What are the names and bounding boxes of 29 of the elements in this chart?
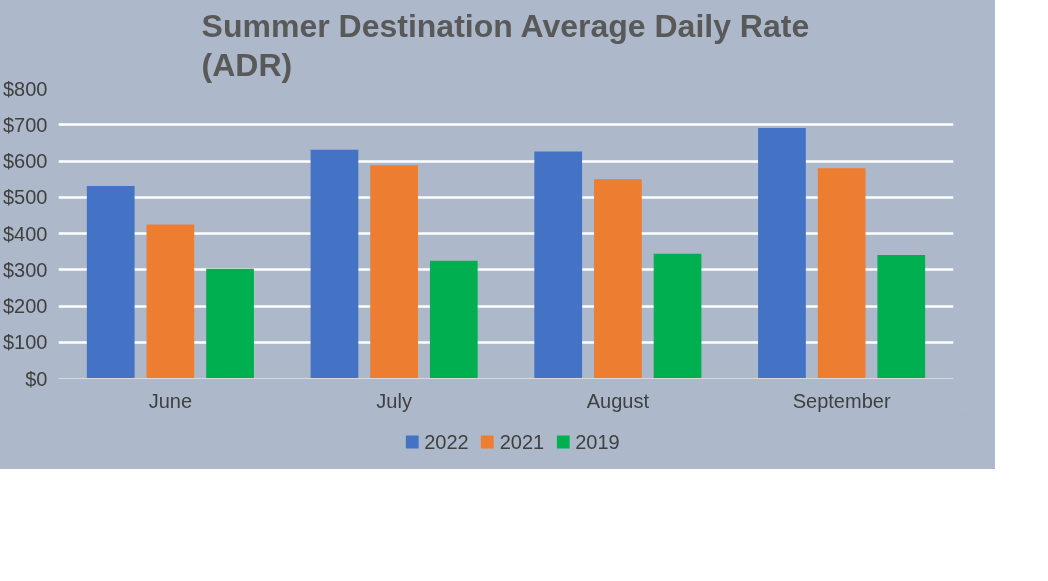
x-tick-label: August <box>586 389 650 412</box>
legend-label: 2019 <box>575 430 620 453</box>
bar <box>758 128 806 379</box>
y-tick-label: $800 <box>3 77 48 100</box>
bar <box>817 168 866 379</box>
y-tick-label: $600 <box>3 150 48 172</box>
bar <box>594 179 642 379</box>
y-tick-label: $500 <box>3 186 48 209</box>
bar <box>370 165 418 379</box>
bar <box>877 254 926 379</box>
y-tick-label: $100 <box>3 331 48 354</box>
x-tick-label: September <box>792 389 891 412</box>
legend-label: 2022 <box>424 430 469 453</box>
y-tick-label: $700 <box>3 113 48 136</box>
bar <box>534 151 583 379</box>
bar <box>310 149 359 379</box>
bar <box>86 186 135 379</box>
chart-title: Summer Destination Average Daily Rate (ADR) <box>201 7 810 84</box>
bar <box>146 224 195 379</box>
x-tick-label: July <box>376 389 412 412</box>
x-tick-label: June <box>148 389 193 412</box>
bar <box>206 268 254 379</box>
y-tick-label: $400 <box>3 222 48 245</box>
y-tick-label: $200 <box>3 295 48 317</box>
legend-label: 2021 <box>499 430 545 453</box>
bar <box>429 260 478 379</box>
y-tick-label: $0 <box>25 367 48 390</box>
y-tick-label: $300 <box>3 258 48 281</box>
bar <box>653 253 702 379</box>
